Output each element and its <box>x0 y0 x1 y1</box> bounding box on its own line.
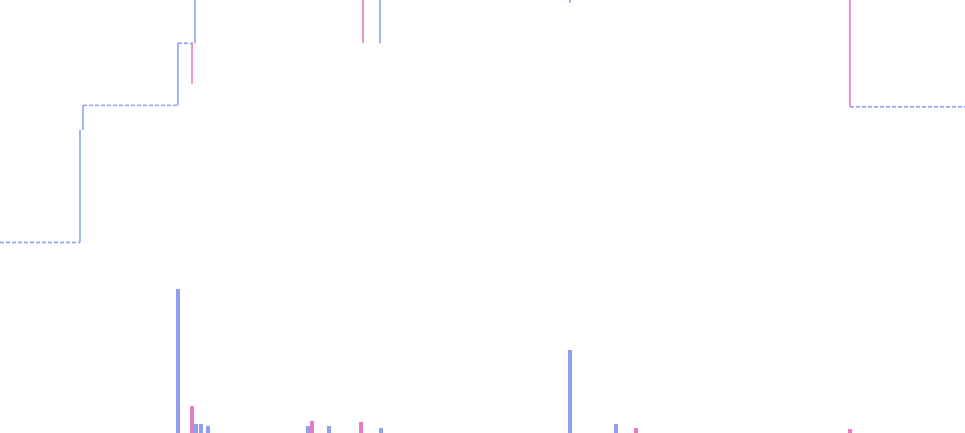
volume-bar <box>634 428 638 433</box>
volume-bar <box>310 421 314 433</box>
candle-series <box>79 0 851 243</box>
volume-series <box>176 289 852 433</box>
volume-bar <box>614 424 618 433</box>
volume-bar <box>379 428 383 433</box>
baseline-series <box>0 42 965 244</box>
volume-bar <box>327 426 331 433</box>
volume-bar <box>190 406 194 433</box>
volume-bar <box>306 426 310 433</box>
volume-bar <box>199 424 203 433</box>
volume-bar <box>176 289 180 433</box>
volume-bar <box>359 422 363 433</box>
volume-bar <box>194 424 198 433</box>
volume-bar <box>206 426 210 433</box>
volume-bar <box>848 429 852 433</box>
volume-bar <box>568 350 572 433</box>
